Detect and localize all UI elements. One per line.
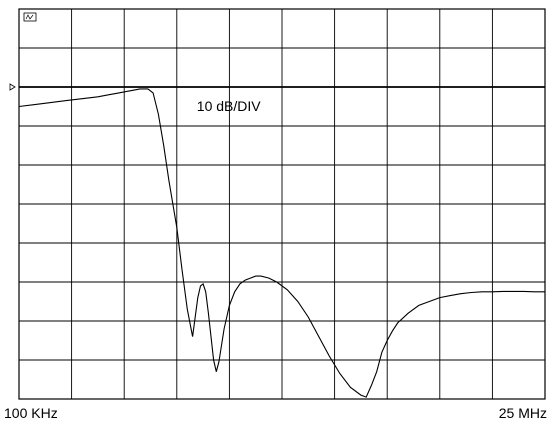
- graticule-grid: [18, 8, 546, 400]
- scale-label: 10 dB/DIV: [197, 98, 261, 114]
- trace-icon-box: [23, 12, 37, 22]
- start-frequency-label: 100 KHz: [4, 405, 58, 421]
- trace-marker-icon: [23, 12, 37, 22]
- frequency-response-trace: [18, 88, 545, 398]
- trace-icon-wave: [25, 14, 34, 20]
- reference-level-triangle-icon: [9, 83, 16, 91]
- stop-frequency-label: 25 MHz: [498, 405, 547, 421]
